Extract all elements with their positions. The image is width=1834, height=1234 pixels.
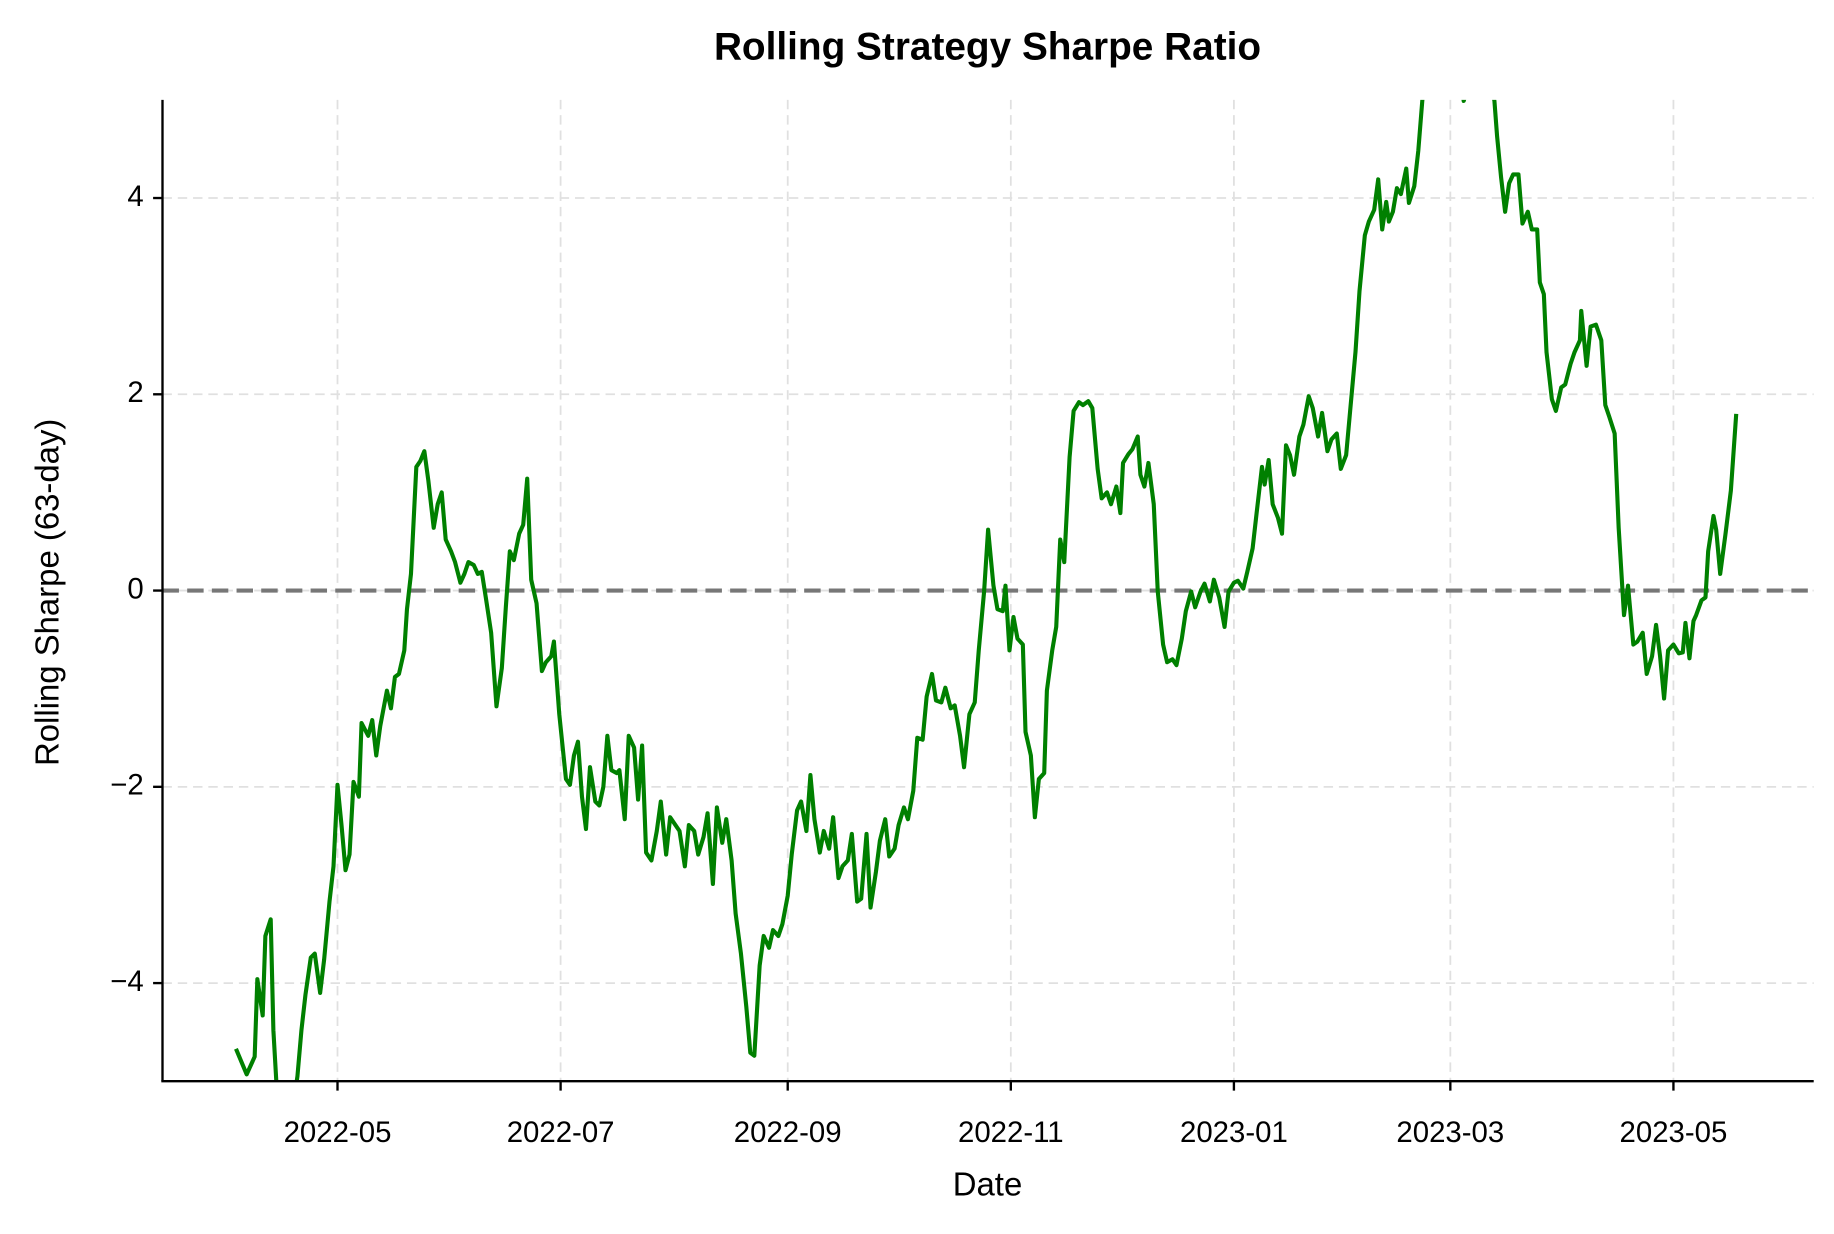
y-axis-label: Rolling Sharpe (63-day) xyxy=(28,419,65,766)
x-tick-label: 2022-11 xyxy=(958,1116,1064,1149)
y-tick-label: −2 xyxy=(110,769,144,802)
ticks: 2022-05 2022-07 2022-09 2022-11 2023-01 2023-… xyxy=(110,180,1727,1149)
x-tick-label: 2022-09 xyxy=(734,1116,842,1149)
x-axis-label: Date xyxy=(953,1166,1022,1203)
chart-title: Rolling Strategy Sharpe Ratio xyxy=(714,26,1261,69)
sharpe-line xyxy=(234,99,1739,1082)
x-tick-label: 2022-07 xyxy=(507,1116,615,1149)
x-tick-label: 2023-01 xyxy=(1180,1116,1288,1149)
y-tick-label: −4 xyxy=(110,965,144,998)
x-tick-label: 2023-05 xyxy=(1620,1116,1728,1149)
y-tick-label: 2 xyxy=(127,376,143,409)
y-tick-label: 4 xyxy=(127,180,143,213)
x-tick-label: 2023-03 xyxy=(1396,1116,1504,1149)
y-tick-label: 0 xyxy=(127,572,143,605)
x-tick-label: 2022-05 xyxy=(284,1116,392,1149)
plot-area xyxy=(162,99,1814,1082)
